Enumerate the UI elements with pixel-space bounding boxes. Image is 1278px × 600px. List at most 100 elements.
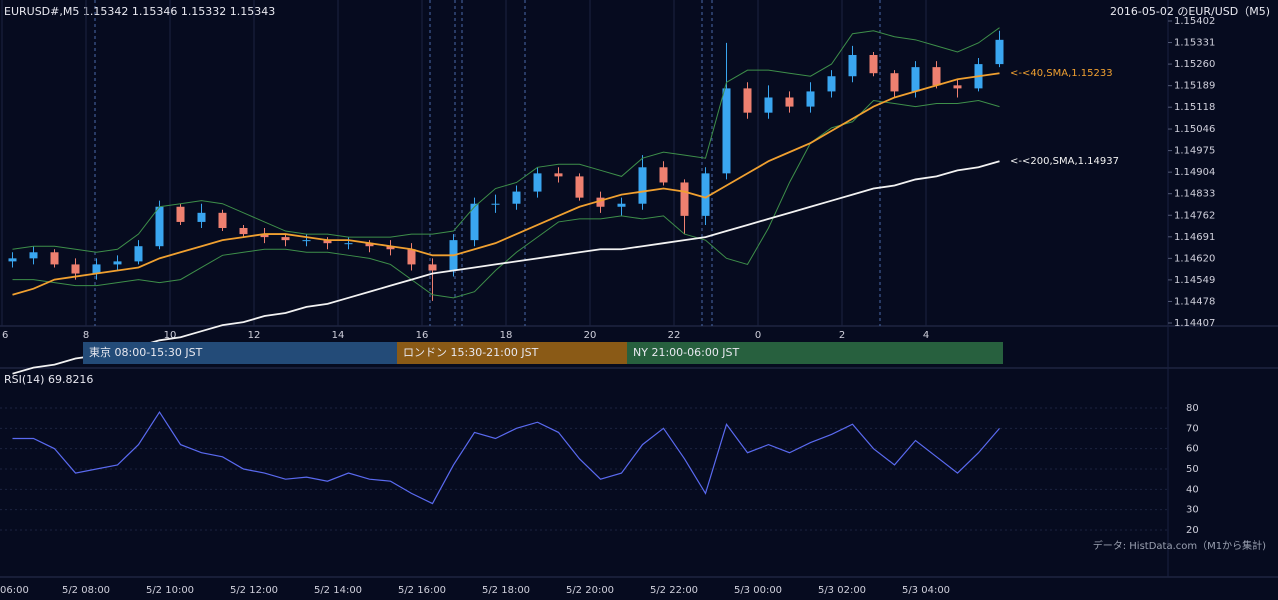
x-tick-label: 5/2 08:00	[62, 585, 110, 596]
candle-body	[428, 264, 437, 271]
x-tick-label: 5/3 00:00	[734, 585, 782, 596]
candle-body	[806, 91, 815, 107]
x-tick-label: 06:00	[0, 585, 29, 596]
candle-body	[953, 85, 962, 89]
candle-body	[596, 197, 605, 207]
candle-body	[197, 212, 206, 222]
session-markers	[94, 0, 881, 326]
x-tick-label: 18	[500, 330, 513, 341]
candle-body	[995, 39, 1004, 65]
y-tick-label: 1.15118	[1174, 102, 1215, 113]
x-tick-label: 12	[248, 330, 261, 341]
y-tick-label: 1.14691	[1174, 232, 1215, 243]
x-tick-label: 5/2 22:00	[650, 585, 698, 596]
y-tick-label: 50	[1186, 464, 1199, 475]
x-tick-label: 5/2 12:00	[230, 585, 278, 596]
candle-body	[50, 252, 59, 265]
y-tick-label: 20	[1186, 525, 1199, 536]
y-tick-label: 1.14762	[1174, 210, 1215, 221]
y-tick-label: 80	[1186, 403, 1199, 414]
chart-subtitle: 2016-05-02 のEUR/USD（M5)	[1110, 5, 1270, 18]
candle-body	[281, 237, 290, 241]
y-tick-label: 1.15331	[1174, 38, 1215, 49]
candle-body	[8, 258, 17, 262]
candle-body	[764, 97, 773, 113]
candle-body	[680, 182, 689, 216]
x-tick-label: 20	[584, 330, 597, 341]
candle-body	[260, 234, 269, 238]
session-bar	[397, 342, 627, 364]
y-tick-label: 1.15402	[1174, 16, 1215, 27]
candle-body	[407, 249, 416, 265]
y-tick-label: 1.15189	[1174, 81, 1215, 92]
y-tick-label: 1.14904	[1174, 167, 1215, 178]
candle-body	[869, 54, 878, 74]
candle-body	[554, 173, 563, 177]
candle-body	[890, 73, 899, 92]
candle-body	[701, 173, 710, 216]
overlay-line	[12, 27, 1000, 253]
candle-body	[323, 240, 332, 244]
x-tick-label: 16	[416, 330, 429, 341]
candle-body	[176, 206, 185, 222]
overlay-line	[12, 72, 1000, 296]
candle-body	[29, 252, 38, 259]
x-tick-label: 5/3 04:00	[902, 585, 950, 596]
session-label: NY 21:00-06:00 JST	[633, 346, 740, 359]
x-tick-label: 14	[332, 330, 345, 341]
y-tick-label: 70	[1186, 423, 1199, 434]
overlay-line	[12, 160, 1000, 375]
candle-body	[134, 246, 143, 262]
y-tick-label: 1.14478	[1174, 296, 1215, 307]
candle-body	[491, 203, 500, 205]
candle-body	[575, 176, 584, 198]
overlay-label: <-<40,SMA,1.15233	[1010, 68, 1113, 79]
session-bar	[83, 342, 397, 364]
x-tick-label: 5/2 18:00	[482, 585, 530, 596]
x-tick-label: 8	[83, 330, 89, 341]
candle-body	[386, 246, 395, 250]
x-tick-label: 5/2 20:00	[566, 585, 614, 596]
candle-body	[743, 88, 752, 113]
x-tick-label: 10	[164, 330, 177, 341]
y-tick-label: 1.15260	[1174, 59, 1215, 70]
x-tick-label: 22	[668, 330, 681, 341]
x-tick-label: 5/2 14:00	[314, 585, 362, 596]
x-tick-label: 5/3 02:00	[818, 585, 866, 596]
candle-body	[617, 203, 626, 207]
candle-body	[155, 206, 164, 247]
candle-body	[911, 67, 920, 92]
session-label: 東京 08:00-15:30 JST	[89, 345, 203, 359]
candle-body	[365, 243, 374, 247]
candle-body	[92, 264, 101, 274]
y-tick-label: 1.14833	[1174, 189, 1215, 200]
candle-body	[71, 264, 80, 274]
candle-body	[533, 173, 542, 192]
overlay-label: <-<200,SMA,1.14937	[1010, 156, 1119, 167]
candle-body	[827, 76, 836, 92]
x-tick-label: 6	[2, 330, 8, 341]
candle-body	[638, 167, 647, 204]
session-bar	[627, 342, 1003, 364]
rsi-title: RSI(14) 69.8216	[4, 373, 93, 386]
y-tick-label: 1.15046	[1174, 124, 1215, 135]
chart-title: EURUSD#,M5 1.15342 1.15346 1.15332 1.153…	[4, 5, 275, 18]
candle-body	[785, 97, 794, 107]
candle-body	[218, 212, 227, 228]
y-tick-label: 30	[1186, 505, 1199, 516]
candle-body	[932, 67, 941, 86]
candle-body	[848, 54, 857, 77]
overlay-line	[12, 99, 1000, 299]
y-tick-label: 60	[1186, 444, 1199, 455]
candle-body	[302, 240, 311, 242]
y-tick-label: 1.14975	[1174, 146, 1215, 157]
x-tick-label: 5/2 10:00	[146, 585, 194, 596]
candle-body	[344, 243, 353, 245]
candle-body	[722, 88, 731, 174]
candle-body	[239, 227, 248, 235]
candle-body	[470, 203, 479, 241]
candle-body	[512, 191, 521, 204]
rsi-line	[12, 410, 1000, 505]
